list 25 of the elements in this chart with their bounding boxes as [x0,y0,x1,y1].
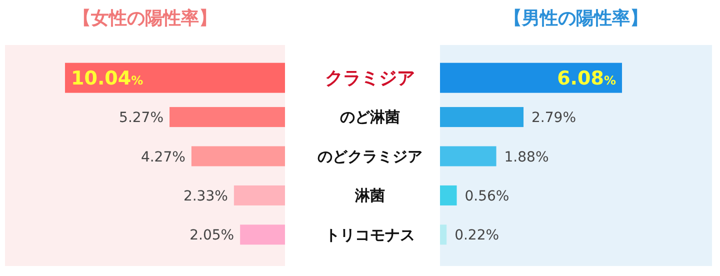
data-label: 2.05% [190,228,234,244]
bar [170,107,285,128]
bar [440,185,457,206]
y-tick-label: 淋菌 [354,186,385,205]
data-label: 6.08% [557,68,616,90]
y-tick-label: トリコモナス [325,226,415,244]
y-tick-label: のど淋菌 [340,108,400,126]
chart-title: 【男性の陽性率】 [503,7,649,30]
data-label: 2.79% [532,110,576,126]
bar [440,224,447,245]
data-label: 10.04% [71,68,144,90]
bar [234,185,285,206]
bar [240,224,285,245]
data-label: 0.56% [464,188,510,204]
data-label: 5.27% [119,110,164,126]
data-label: 2.33% [183,188,228,204]
chart-title: 【女性の陽性率】 [72,7,218,30]
bar [440,146,496,166]
y-tick-label: クラミジア [325,68,415,90]
bar [440,107,524,128]
bar [191,146,285,166]
data-label: 0.22% [454,228,500,244]
data-label: 1.88% [504,149,549,166]
data-label: 4.27% [140,149,186,166]
y-tick-label: のどクラミジア [318,147,422,166]
